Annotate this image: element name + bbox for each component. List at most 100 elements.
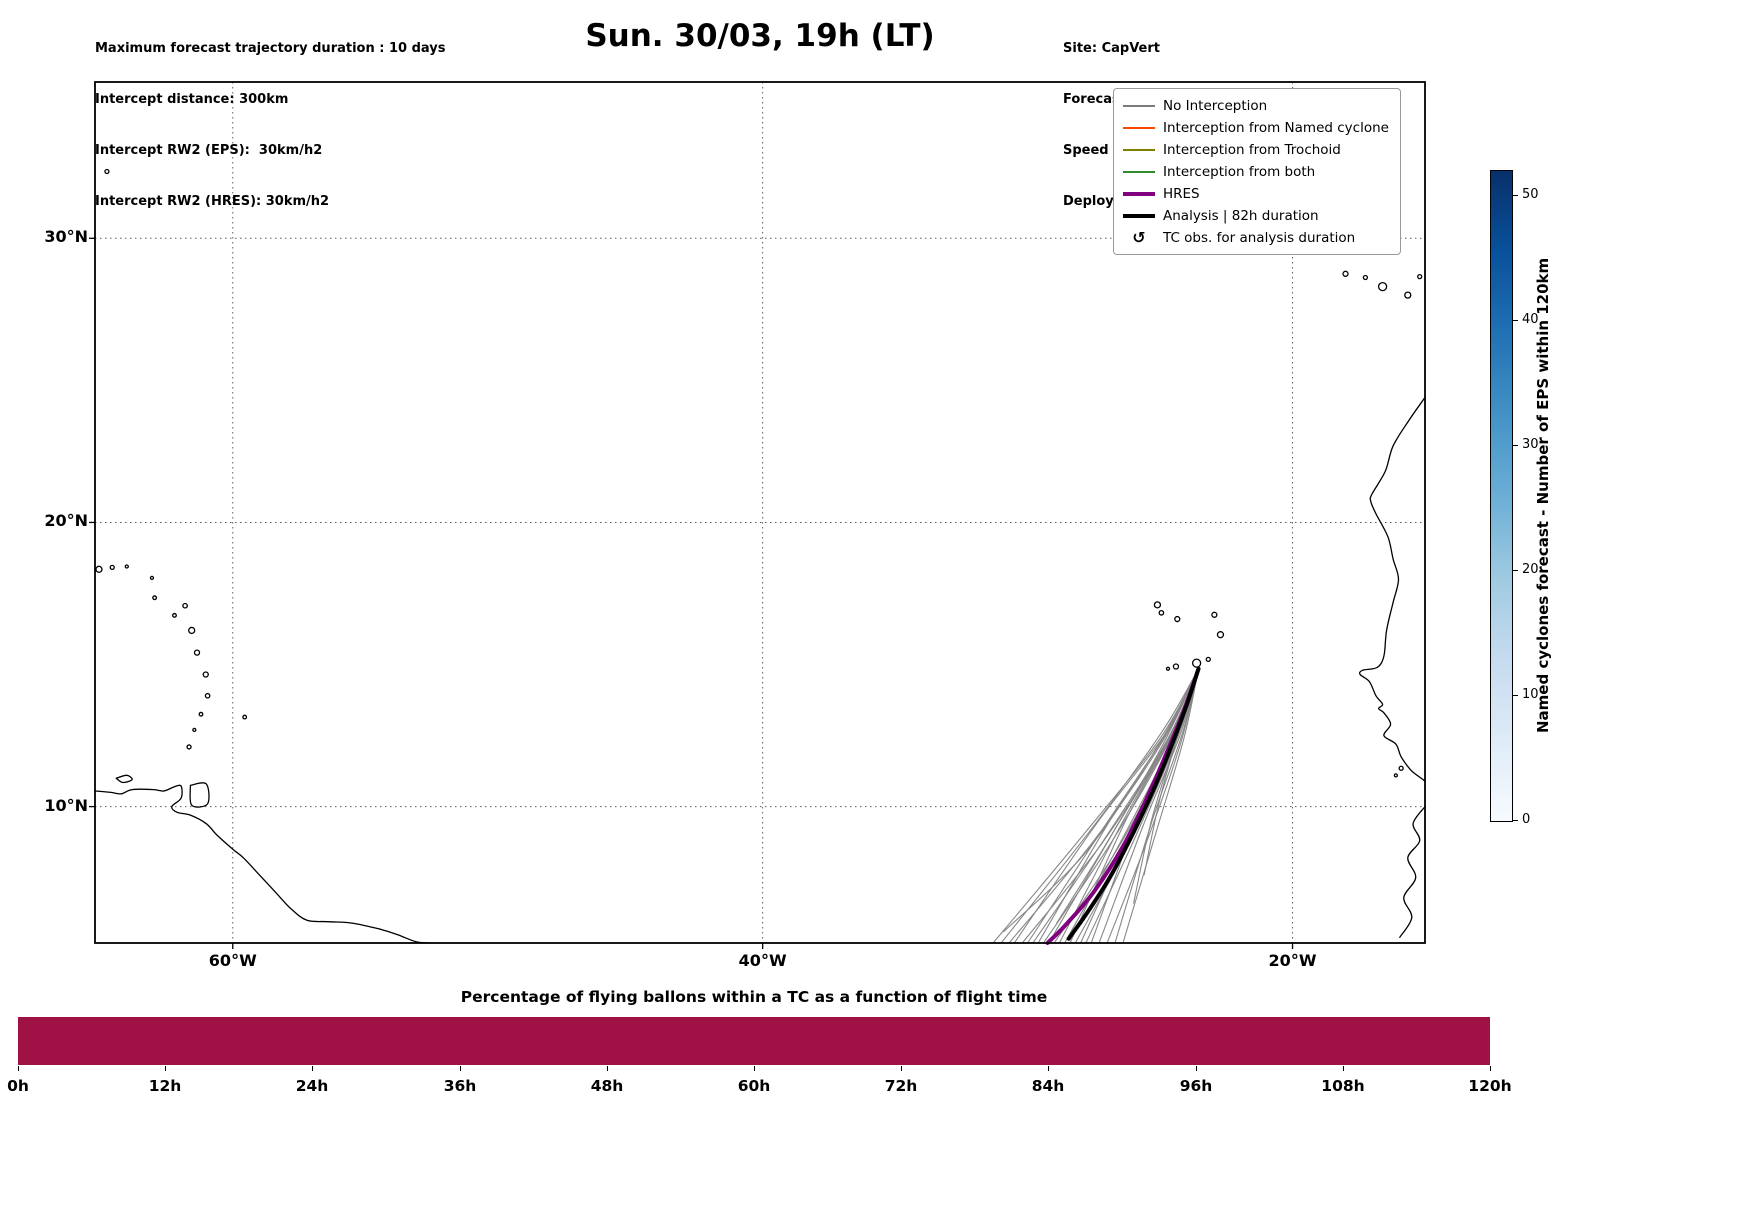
ensemble-trajectory <box>1098 668 1200 944</box>
island <box>188 626 196 635</box>
ensemble-trajectory <box>1122 668 1200 944</box>
island <box>204 692 211 699</box>
colorbar-tick-label: 30 <box>1522 437 1539 452</box>
island <box>1362 274 1369 281</box>
island <box>1342 270 1349 277</box>
island <box>1158 609 1165 616</box>
bottom-axis-tick-label: 36h <box>443 1077 477 1095</box>
island <box>182 602 188 609</box>
legend-line-sample <box>1123 126 1155 129</box>
colorbar-tick-label: 50 <box>1522 187 1539 202</box>
bottom-axis-tick-label: 24h <box>295 1077 329 1095</box>
ensemble-trajectory <box>1114 668 1200 944</box>
bottom-axis-tick-label: 96h <box>1179 1077 1213 1095</box>
legend-item-label: Interception from Named cyclone <box>1163 119 1389 136</box>
coastline-south-america <box>94 784 430 944</box>
island <box>104 168 110 175</box>
ensemble-trajectory <box>1027 668 1200 944</box>
colorbar-tick-label: 20 <box>1522 562 1539 577</box>
island <box>1211 611 1218 618</box>
colorbar-tick-mark <box>1513 820 1518 821</box>
island <box>1191 658 1202 668</box>
bottom-axis-tick-label: 60h <box>737 1077 771 1095</box>
lon-tick-label: 40°W <box>738 951 787 970</box>
legend-line-sample <box>1123 191 1155 196</box>
bottom-axis-tick-mark <box>754 1066 755 1071</box>
island <box>202 671 209 678</box>
ensemble-trajectory <box>1003 668 1200 933</box>
bottom-axis-tick-mark <box>18 1066 19 1071</box>
trajectory-map <box>89 81 1426 949</box>
legend-item-label: No Interception <box>1163 97 1268 114</box>
colorbar-tick-mark <box>1513 570 1518 571</box>
legend-line-sample <box>1123 104 1155 107</box>
intercept-distance-text: Intercept distance: 300km <box>95 92 289 107</box>
island <box>186 744 192 750</box>
legend-item: ↺ TC obs. for analysis duration <box>1123 228 1389 247</box>
bottom-axis-tick-mark <box>607 1066 608 1071</box>
bottom-axis-tick-label: 84h <box>1031 1077 1065 1095</box>
bottom-axis-tick-mark <box>1343 1066 1344 1071</box>
island <box>1205 656 1211 663</box>
legend-item-label: Interception from Trochoid <box>1163 141 1341 158</box>
intercept-rw2-hres-text: Intercept RW2 (HRES): 30km/h2 <box>95 194 330 209</box>
coastline-africa <box>1359 396 1426 782</box>
page-title: Sun. 30/03, 19h (LT) <box>585 18 935 54</box>
grid-lines <box>95 82 1425 943</box>
island <box>1417 273 1423 280</box>
bottom-axis-tick-mark <box>1196 1066 1197 1071</box>
bottom-axis-tick-label: 0h <box>7 1077 29 1095</box>
legend-item-label: Analysis | 82h duration <box>1163 207 1319 224</box>
ensemble-trajectory <box>1032 668 1200 944</box>
island <box>124 564 129 569</box>
colorbar-tick-label: 10 <box>1522 687 1539 702</box>
legend-item-label: HRES <box>1163 185 1200 202</box>
legend-item: HRES <box>1123 184 1389 203</box>
lat-tick-label: 10°N <box>44 795 88 815</box>
island <box>1174 615 1181 623</box>
bottom-axis-tick-mark <box>1048 1066 1049 1071</box>
colorbar-tick-mark <box>1513 445 1518 446</box>
lat-tick-label: 20°N <box>44 511 88 531</box>
map-border <box>94 81 1426 944</box>
legend-item-label: Interception from both <box>1163 163 1316 180</box>
island <box>149 575 155 581</box>
bottom-chart-title: Percentage of flying ballons within a TC… <box>460 988 1048 1006</box>
colorbar-tick-label: 40 <box>1522 312 1539 327</box>
island <box>1153 601 1162 609</box>
island <box>193 649 201 656</box>
island <box>1404 291 1412 299</box>
island <box>242 714 248 720</box>
bottom-axis-tick-mark <box>1490 1066 1491 1071</box>
coastline-trinidad <box>189 782 210 808</box>
bottom-axis-tick-label: 120h <box>1468 1077 1512 1095</box>
island <box>1172 663 1180 670</box>
island <box>109 564 115 570</box>
axis-ticks <box>89 237 1294 949</box>
tc-percentage-bar <box>18 1017 1490 1065</box>
bottom-axis-tick-mark <box>165 1066 166 1071</box>
coastlines <box>94 168 1426 944</box>
bottom-axis-tick-label: 12h <box>148 1077 182 1095</box>
header-left-block: Maximum forecast trajectory duration : 1… <box>95 6 446 244</box>
legend-item: No Interception <box>1123 96 1389 115</box>
island <box>1216 631 1225 639</box>
ensemble-trajectory <box>1008 668 1200 944</box>
colorbar-tick-label: 0 <box>1522 812 1531 827</box>
legend-item: Interception from both <box>1123 162 1389 181</box>
bottom-axis-tick-label: 48h <box>590 1077 624 1095</box>
legend-item: Interception from Named cyclone <box>1123 118 1389 137</box>
island <box>1377 281 1388 292</box>
bottom-axis-tick-label: 108h <box>1321 1077 1365 1095</box>
legend-line-sample <box>1123 170 1155 173</box>
island <box>198 711 204 717</box>
island <box>172 612 177 618</box>
coastline-margarita <box>115 774 133 784</box>
site-text: Site: CapVert <box>1063 41 1160 56</box>
colorbar-tick-mark <box>1513 695 1518 696</box>
island <box>1165 666 1171 671</box>
island <box>192 727 197 733</box>
legend-line-sample <box>1123 148 1155 151</box>
colorbar-tick-mark <box>1513 195 1518 196</box>
